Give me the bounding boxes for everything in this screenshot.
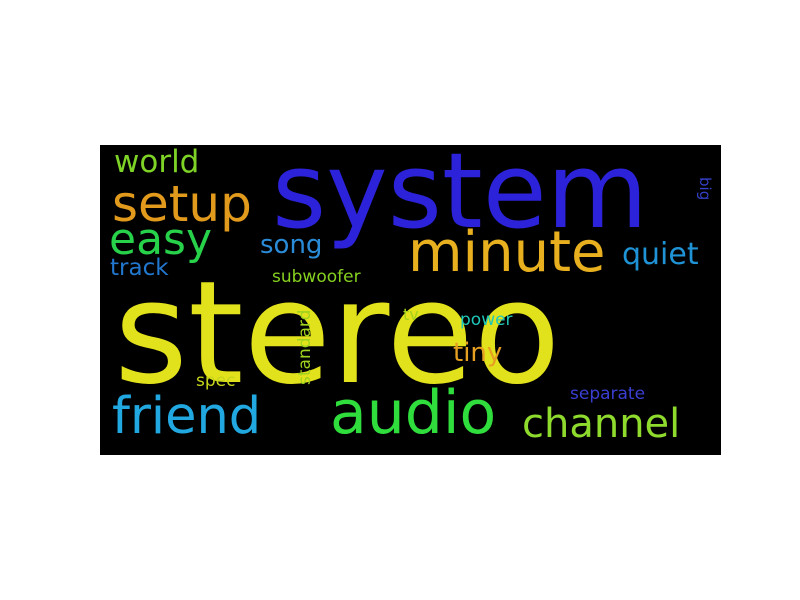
word-cloud: system world setup easy song minute quie… (100, 145, 721, 455)
word-power: power (460, 310, 513, 330)
word-quiet: quiet (622, 237, 699, 272)
word-system: system (272, 145, 648, 252)
word-friend: friend (112, 387, 262, 446)
word-audio: audio (330, 378, 497, 448)
word-channel: channel (522, 401, 681, 447)
word-track: track (110, 255, 169, 281)
word-standard: standard (295, 309, 315, 385)
word-big: big (696, 177, 714, 201)
word-spec: spec (196, 371, 236, 391)
word-stereo: stereo (114, 251, 561, 416)
word-separate: separate (570, 384, 646, 404)
word-setup: setup (112, 175, 252, 233)
word-subwoofer: subwoofer (272, 267, 361, 287)
word-tiny: tiny (453, 338, 503, 368)
word-minute: minute (408, 220, 606, 285)
word-easy: easy (109, 214, 212, 265)
word-song: song (260, 230, 323, 260)
word-tv: tv (403, 305, 419, 324)
word-world: world (114, 145, 200, 180)
